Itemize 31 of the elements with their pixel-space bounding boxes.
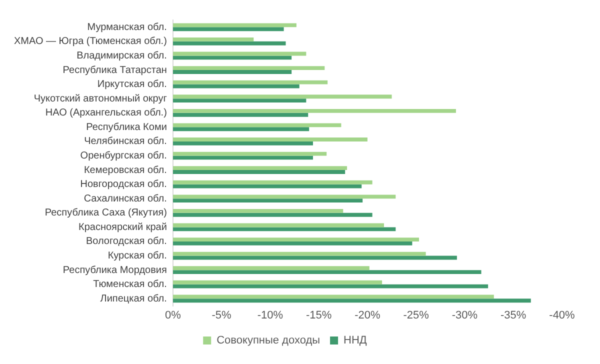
y-tick-label: Чукотский автономный округ	[34, 93, 168, 104]
y-tick-label: Мурманская обл.	[87, 22, 167, 33]
y-tick-label: НАО (Архангельская обл.)	[45, 108, 167, 119]
x-tick-label: -30%	[452, 309, 478, 322]
y-tick-label: Вологодская обл.	[86, 236, 167, 248]
x-tick-label: -35%	[500, 309, 526, 322]
y-tick-label: Оренбургская обл.	[80, 150, 167, 162]
y-tick-label: Курская обл.	[108, 250, 167, 262]
y-tick-label: Республика Коми	[86, 122, 167, 133]
y-tick-label: ХМАО — Югра (Тюменская обл.)	[14, 36, 167, 48]
y-tick-label: Тюменская обл.	[93, 279, 167, 290]
x-tick-label: -20%	[354, 309, 381, 322]
legend-label: ННД	[344, 334, 368, 347]
y-tick-label: Республика Саха (Якутия)	[44, 208, 167, 219]
y-tick-label: Красноярский край	[78, 222, 167, 233]
x-tick-label: -40%	[549, 309, 576, 322]
y-tick-label: Сахалинская обл.	[84, 193, 167, 204]
x-tick-label: -10%	[257, 309, 284, 322]
legend-label: Совокупные доходы	[216, 334, 320, 347]
y-tick-label: Челябинская обл.	[84, 136, 167, 148]
y-tick-label: Липецкая обл.	[100, 293, 167, 304]
x-tick-label: -15%	[306, 309, 332, 322]
x-tick-label: -25%	[403, 309, 430, 322]
x-tick-label: 0%	[164, 309, 182, 322]
y-tick-label: Иркутская обл.	[97, 79, 167, 90]
y-tick-label: Владимирская обл.	[76, 50, 167, 62]
y-tick-label: Новгородская обл.	[80, 179, 167, 190]
y-tick-label: Республика Мордовия	[62, 264, 167, 276]
y-tick-label: Кемеровская обл.	[84, 164, 167, 176]
x-tick-label: -5%	[212, 309, 232, 322]
y-tick-label: Республика Татарстан	[62, 64, 167, 76]
